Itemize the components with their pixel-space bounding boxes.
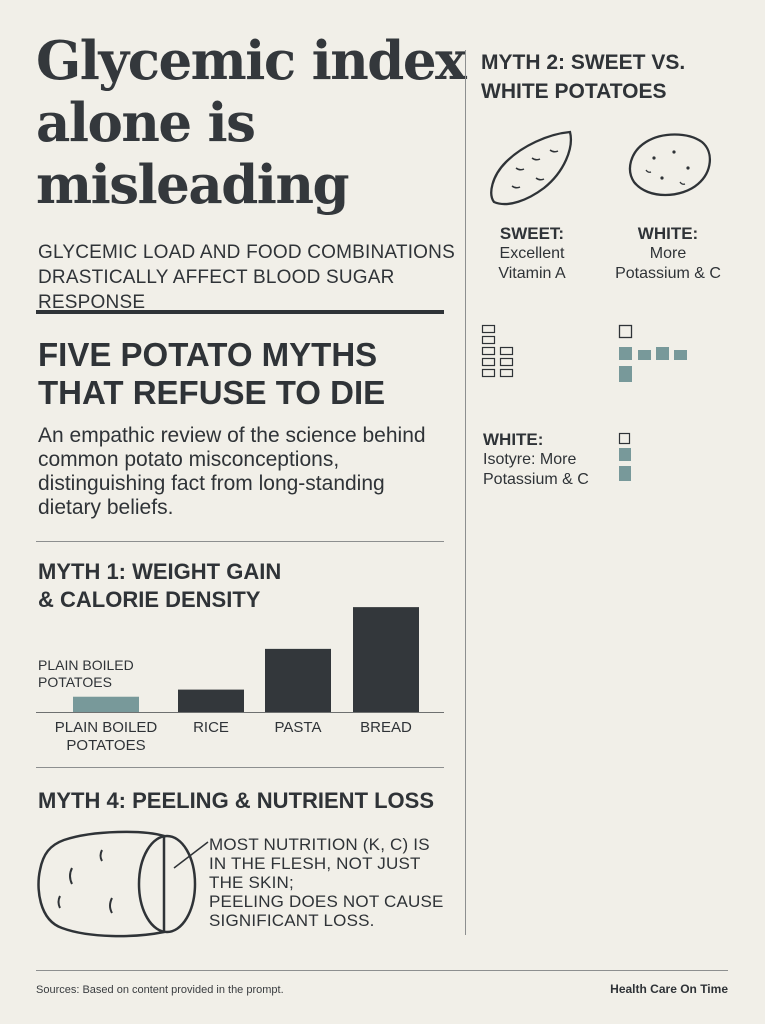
chart-bar-plain-boiled-potatoes (73, 696, 139, 712)
sweet-nutrient-pictogram (481, 324, 514, 378)
section-intro: An empathic review of the science behind… (38, 424, 426, 519)
footer-sources: Sources: Based on content provided in th… (36, 984, 284, 996)
divider-myth4 (36, 767, 444, 768)
myth2-title-line1: MYTH 2: SWEET VS. (481, 51, 686, 74)
headline-divider (36, 310, 444, 314)
chart-bar-pasta (265, 648, 331, 712)
peeled-potato-icon (37, 830, 209, 938)
chart-bar-rice (178, 689, 244, 712)
myth2-title-line2: WHITE POTATOES (481, 80, 667, 103)
sweet-potato-icon (490, 130, 572, 206)
myth4-note-line: MOST NUTRITION (K, C) IS (209, 835, 430, 854)
white-potato-card: WHITE: More Potassium & C (603, 224, 733, 284)
subhead: GLYCEMIC LOAD AND FOOD COMBINATIONS DRAS… (38, 242, 455, 313)
white-note-pictogram (618, 432, 631, 481)
white-potato-icon (628, 133, 711, 197)
myth2-title: MYTH 2: SWEET VS. WHITE POTATOES (481, 48, 685, 106)
chart-category-label: RICE (193, 719, 229, 736)
myth1-title-line1: MYTH 1: WEIGHT GAIN (38, 559, 282, 584)
myth4-note-line: PEELING DOES NOT CAUSE (209, 892, 444, 911)
headline: Glycemic index alone is misleading (36, 30, 467, 216)
footer-divider (36, 970, 728, 971)
chart-category-label: PASTA (275, 719, 322, 736)
footer-brand: Health Care On Time (610, 982, 728, 996)
white-label: WHITE: (637, 224, 699, 243)
white-nutrient-pictogram (618, 324, 687, 382)
sweet-line1: Excellent (499, 245, 565, 262)
section-title: FIVE POTATO MYTHS THAT REFUSE TO DIE (38, 336, 386, 411)
white2-line2: Potassium & C (483, 471, 589, 488)
myth4-note-line: IN THE FLESH, NOT JUST (209, 854, 421, 873)
myth1-side-label-line1: PLAIN BOILED (38, 657, 134, 673)
sweet-label: SWEET: (499, 224, 565, 243)
white2-line1: Isotyre: More (483, 451, 577, 468)
myth4-note: MOST NUTRITION (K, C) IS IN THE FLESH, N… (209, 835, 444, 930)
chart-category-label: PLAIN BOILED (55, 719, 158, 736)
column-divider (465, 50, 466, 935)
divider-myth1 (36, 541, 444, 542)
myth1-title-line2: & CALORIE DENSITY (38, 587, 261, 612)
myth1-side-label-line2: POTATOES (38, 674, 112, 690)
white-potato-note: WHITE: Isotyre: More Potassium & C (483, 430, 589, 490)
myth4-note-line: THE SKIN; (209, 873, 294, 892)
white-line2: Potassium & C (615, 265, 721, 282)
myth1-side-label: PLAIN BOILED POTATOES (38, 657, 134, 691)
chart-category-label: BREAD (360, 719, 412, 736)
white2-label: WHITE: (483, 430, 544, 449)
myth4-title: MYTH 4: PEELING & NUTRIENT LOSS (38, 788, 435, 813)
chart-category-label: POTATOES (66, 737, 145, 754)
myth1-title: MYTH 1: WEIGHT GAIN & CALORIE DENSITY (38, 558, 281, 614)
sweet-potato-card: SWEET: Excellent Vitamin A (472, 224, 592, 284)
chart-bar-bread (353, 607, 419, 712)
myth4-note-line: SIGNIFICANT LOSS. (209, 911, 375, 930)
sweet-line2: Vitamin A (498, 265, 566, 282)
white-line1: More (649, 245, 687, 262)
